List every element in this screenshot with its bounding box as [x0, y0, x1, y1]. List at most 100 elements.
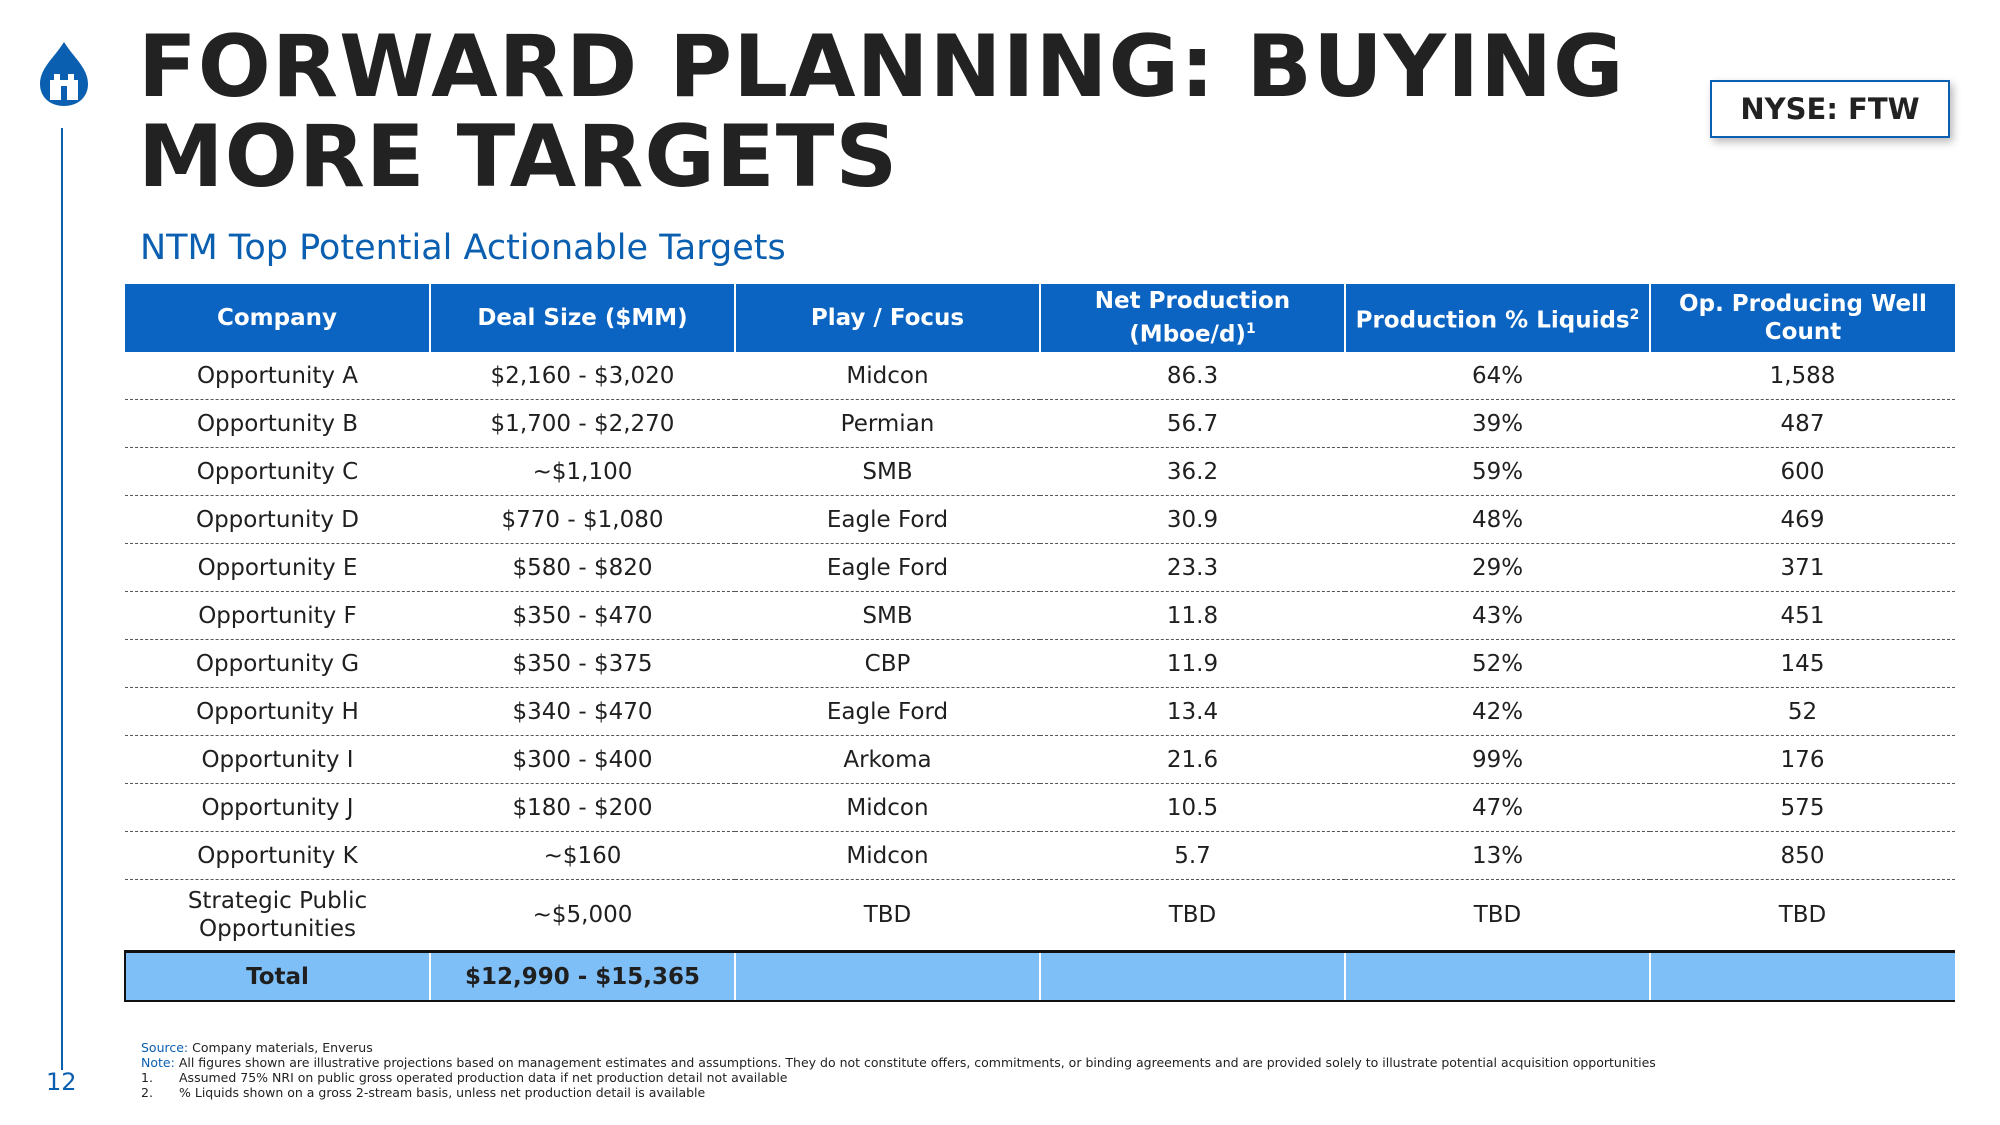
- source-label: Source:: [141, 1040, 189, 1055]
- table-row: Opportunity I $300 - $400 Arkoma 21.6 99…: [125, 735, 1955, 784]
- footnote-item: 2. % Liquids shown on a gross 2-stream ba…: [141, 1085, 1656, 1100]
- cell-net-production: 36.2: [1040, 447, 1345, 496]
- cell-company: Opportunity C: [125, 447, 430, 496]
- page-title: FORWARD PLANNING: BUYING MORE TARGETS: [138, 17, 1625, 207]
- table-row: Opportunity F $350 - $470 SMB 11.8 43% 4…: [125, 591, 1955, 640]
- cell-play: Midcon: [735, 831, 1040, 880]
- cell-net-production: 11.8: [1040, 591, 1345, 640]
- total-deal-size: $12,990 - $15,365: [429, 950, 735, 1002]
- table-subtitle: NTM Top Potential Actionable Targets: [140, 228, 786, 268]
- cell-liquids: 39%: [1345, 399, 1650, 448]
- company-logo-icon: [40, 42, 88, 106]
- cell-net-production: 56.7: [1040, 399, 1345, 448]
- table-header-row: Company Deal Size ($MM) Play / Focus Net…: [125, 284, 1955, 352]
- cell-liquids: 29%: [1345, 543, 1650, 592]
- total-empty-cell: [1039, 950, 1345, 1002]
- table-row: Opportunity A $2,160 - $3,020 Midcon 86.…: [125, 352, 1955, 400]
- cell-company: Opportunity G: [125, 639, 430, 688]
- cell-deal-size: $350 - $470: [430, 591, 735, 640]
- cell-liquids: 13%: [1345, 831, 1650, 880]
- cell-liquids: TBD: [1473, 902, 1522, 928]
- cell-company: Opportunity A: [125, 352, 430, 400]
- source-text: Company materials, Enverus: [192, 1040, 373, 1055]
- cell-well-count: 600: [1650, 447, 1955, 496]
- cell-company: Opportunity D: [125, 495, 430, 544]
- cell-play: Arkoma: [735, 735, 1040, 784]
- cell-liquids: 64%: [1345, 352, 1650, 400]
- cell-well-count: 1,588: [1650, 352, 1955, 400]
- total-empty-cell: [734, 950, 1040, 1002]
- cell-well-count: TBD: [1778, 902, 1827, 928]
- cell-net-production: 21.6: [1040, 735, 1345, 784]
- cell-well-count: 371: [1650, 543, 1955, 592]
- cell-net-production: 86.3: [1040, 352, 1345, 400]
- ticker-badge: NYSE: FTW: [1710, 80, 1950, 138]
- cell-play: Eagle Ford: [735, 495, 1040, 544]
- header-net-production: Net Production (Mboe/d)1: [1039, 284, 1345, 352]
- cell-deal-size: $580 - $820: [430, 543, 735, 592]
- cell-liquids: 99%: [1345, 735, 1650, 784]
- cell-deal-size: $340 - $470: [430, 687, 735, 736]
- footnote-marker: 2: [1629, 307, 1640, 324]
- cell-deal-size: ~$5,000: [532, 902, 633, 928]
- cell-deal-size: ~$1,100: [430, 447, 735, 496]
- cell-liquids: 52%: [1345, 639, 1650, 688]
- header-company: Company: [125, 284, 430, 352]
- footnotes: Source: Company materials, Enverus Note: A…: [141, 1040, 1656, 1100]
- cell-company: Opportunity J: [125, 783, 430, 832]
- cell-deal-size: $2,160 - $3,020: [430, 352, 735, 400]
- cell-liquids: 43%: [1345, 591, 1650, 640]
- total-empty-cell: [1649, 950, 1955, 1002]
- cell-well-count: 176: [1650, 735, 1955, 784]
- table-row: Opportunity E $580 - $820 Eagle Ford 23.…: [125, 543, 1955, 592]
- cell-liquids: 59%: [1345, 447, 1650, 496]
- cell-play: Midcon: [735, 352, 1040, 400]
- cell-company: Opportunity I: [125, 735, 430, 784]
- cell-net-production: 23.3: [1040, 543, 1345, 592]
- cell-net-production: TBD: [1168, 902, 1217, 928]
- table-row: Opportunity C ~$1,100 SMB 36.2 59% 600: [125, 447, 1955, 496]
- cell-company: Opportunity K: [125, 831, 430, 880]
- cell-liquids: 48%: [1345, 495, 1650, 544]
- note-label: Note:: [141, 1055, 175, 1070]
- cell-well-count: 487: [1650, 399, 1955, 448]
- cell-well-count: 850: [1650, 831, 1955, 880]
- table-row: Opportunity J $180 - $200 Midcon 10.5 47…: [125, 783, 1955, 832]
- cell-deal-size: $300 - $400: [430, 735, 735, 784]
- note-text: All figures shown are illustrative proje…: [178, 1055, 1656, 1070]
- targets-table: Company Deal Size ($MM) Play / Focus Net…: [124, 284, 1955, 1002]
- cell-company: Opportunity B: [125, 399, 430, 448]
- source-line: Source: Company materials, Enverus: [141, 1040, 1656, 1055]
- cell-net-production: 30.9: [1040, 495, 1345, 544]
- header-well-count: Op. Producing Well Count: [1649, 284, 1955, 352]
- cell-play: CBP: [735, 639, 1040, 688]
- cell-net-production: 13.4: [1040, 687, 1345, 736]
- table-row: Opportunity G $350 - $375 CBP 11.9 52% 1…: [125, 639, 1955, 688]
- total-label: Total: [124, 950, 430, 1002]
- cell-deal-size: $770 - $1,080: [430, 495, 735, 544]
- cell-net-production: 5.7: [1040, 831, 1345, 880]
- header-liquids: Production % Liquids2: [1344, 284, 1650, 352]
- vertical-accent-line: [61, 128, 63, 1070]
- cell-deal-size: $350 - $375: [430, 639, 735, 688]
- cell-well-count: 451: [1650, 591, 1955, 640]
- table-row: Opportunity K ~$160 Midcon 5.7 13% 850: [125, 831, 1955, 880]
- total-empty-cell: [1344, 950, 1650, 1002]
- cell-well-count: 52: [1650, 687, 1955, 736]
- cell-play: Eagle Ford: [735, 543, 1040, 592]
- header-net-production-label: Net Production (Mboe/d): [1094, 288, 1291, 348]
- cell-play: Permian: [735, 399, 1040, 448]
- table-row: Opportunity H $340 - $470 Eagle Ford 13.…: [125, 687, 1955, 736]
- cell-liquids: 47%: [1345, 783, 1650, 832]
- cell-deal-size: $180 - $200: [430, 783, 735, 832]
- page-number: 12: [46, 1068, 77, 1096]
- note-line: Note: All figures shown are illustrative …: [141, 1055, 1656, 1070]
- cell-company: Opportunity H: [125, 687, 430, 736]
- cell-well-count: 575: [1650, 783, 1955, 832]
- total-row: Total $12,990 - $15,365: [124, 950, 1955, 1002]
- cell-play: Midcon: [735, 783, 1040, 832]
- cell-net-production: 11.9: [1040, 639, 1345, 688]
- footnote-item: 1. Assumed 75% NRI on public gross operat…: [141, 1070, 1656, 1085]
- cell-deal-size: $1,700 - $2,270: [430, 399, 735, 448]
- cell-play: SMB: [735, 447, 1040, 496]
